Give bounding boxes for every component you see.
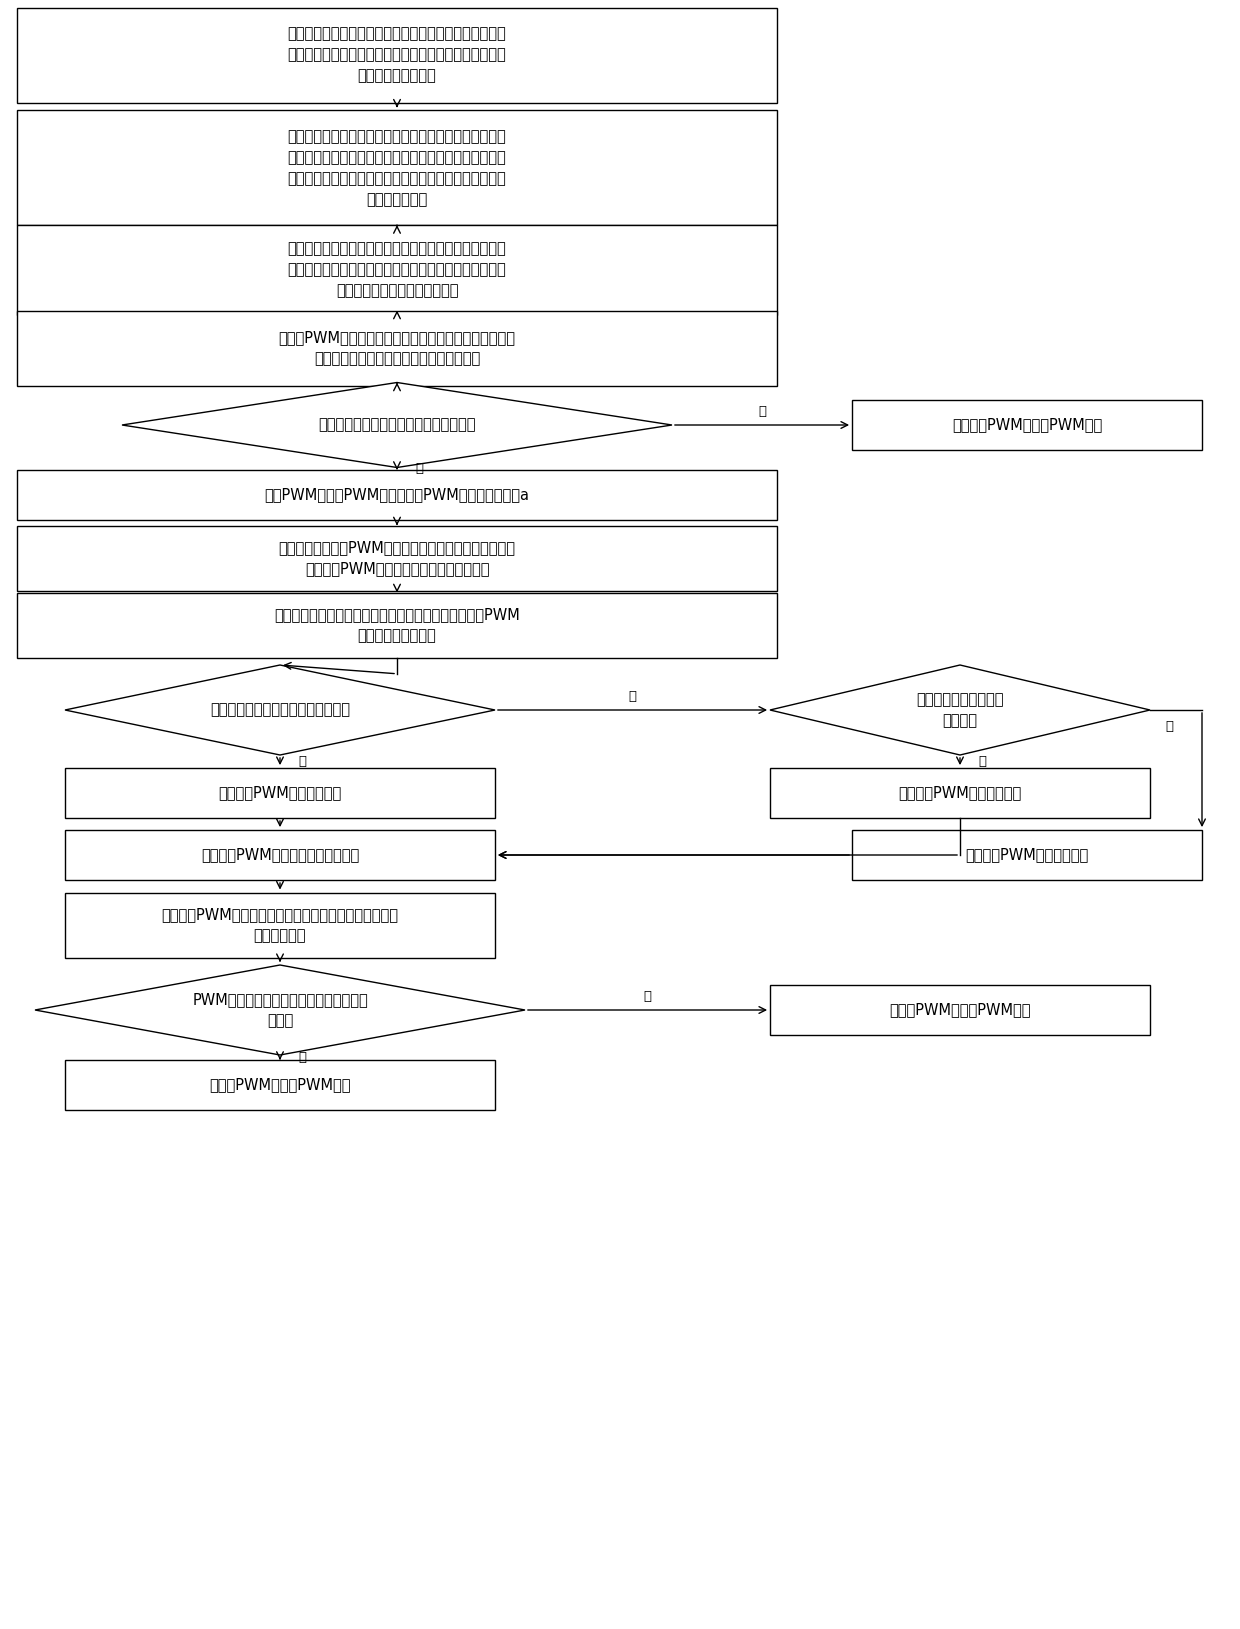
Text: PWM风扇的实时温度数据值小于启动温度
阈值？: PWM风扇的实时温度数据值小于启动温度 阈值？ <box>192 992 368 1028</box>
FancyBboxPatch shape <box>17 111 777 225</box>
Text: 否: 否 <box>644 990 651 1003</box>
Polygon shape <box>35 964 525 1056</box>
FancyBboxPatch shape <box>852 831 1202 880</box>
FancyBboxPatch shape <box>64 767 495 818</box>
Text: 温度差值大于所述第一温度差阈值？: 温度差值大于所述第一温度差阈值？ <box>210 702 350 717</box>
Text: 是: 是 <box>299 754 306 767</box>
Text: 根据温度差值、第一温度差阈值和第二温度差阈值，对PWM
输出的占空比做调整: 根据温度差值、第一温度差阈值和第二温度差阈值，对PWM 输出的占空比做调整 <box>274 608 520 643</box>
Text: 保持该PWM风扇的PWM输出: 保持该PWM风扇的PWM输出 <box>889 1002 1030 1018</box>
Text: 获取所述PWM风扇的实时温度数据值: 获取所述PWM风扇的实时温度数据值 <box>201 847 360 862</box>
Text: 否: 否 <box>629 691 636 704</box>
FancyBboxPatch shape <box>17 526 777 590</box>
Text: 否: 否 <box>758 406 766 419</box>
FancyBboxPatch shape <box>17 471 777 520</box>
FancyBboxPatch shape <box>17 225 777 314</box>
Text: 启动PWM风扇的PWM输出，且令PWM输出的占空比为a: 启动PWM风扇的PWM输出，且令PWM输出的占空比为a <box>264 487 529 502</box>
FancyBboxPatch shape <box>64 1060 495 1109</box>
Text: 关闭该PWM风扇的PWM输出: 关闭该PWM风扇的PWM输出 <box>210 1077 351 1093</box>
Text: 是: 是 <box>978 754 986 767</box>
Polygon shape <box>64 665 495 754</box>
Text: 不予启动PWM风扇的PWM输出: 不予启动PWM风扇的PWM输出 <box>952 417 1102 433</box>
FancyBboxPatch shape <box>852 401 1202 450</box>
Polygon shape <box>770 665 1149 754</box>
Text: 否: 否 <box>1164 720 1173 733</box>
Text: 不予调整PWM输出的占空比: 不予调整PWM输出的占空比 <box>966 847 1089 862</box>
Text: 根据所述PWM风扇的实时温度数据值与所述启动温度阈值
做出判断处理: 根据所述PWM风扇的实时温度数据值与所述启动温度阈值 做出判断处理 <box>161 907 398 943</box>
Polygon shape <box>122 383 672 468</box>
FancyBboxPatch shape <box>770 986 1149 1034</box>
FancyBboxPatch shape <box>17 311 777 386</box>
FancyBboxPatch shape <box>17 8 777 103</box>
FancyBboxPatch shape <box>64 893 495 958</box>
Text: 是: 是 <box>299 1051 306 1064</box>
FancyBboxPatch shape <box>64 831 495 880</box>
Text: 降低所述PWM输出的占空比: 降低所述PWM输出的占空比 <box>898 785 1022 800</box>
Text: 选取所述温度有效值序列内温度有效值的最大值和温度有
效值的最小值，计算所述温度有效值的最大值与所述温度
有效值的最小值之间的温度差值: 选取所述温度有效值序列内温度有效值的最大值和温度有 效值的最小值，计算所述温度有… <box>288 241 506 298</box>
Text: 在充电桩内预设多个温度采集点，且针对各温度采集点分
别采集若干实时温度数据，分别形成对应不同温度采集点
的实时温度数据序列: 在充电桩内预设多个温度采集点，且针对各温度采集点分 别采集若干实时温度数据，分别… <box>288 26 506 83</box>
Text: 温度有效值的最大值大于启动温度阈值？: 温度有效值的最大值大于启动温度阈值？ <box>319 417 476 433</box>
Text: 是: 是 <box>415 463 423 476</box>
FancyBboxPatch shape <box>17 593 777 658</box>
Text: 提高所述PWM输出的占空比: 提高所述PWM输出的占空比 <box>218 785 342 800</box>
Text: 先设定PWM风扇的启动温度阈值，并根据所述温度有效值
的最大值与所述启动温度阈值做出判断处理: 先设定PWM风扇的启动温度阈值，并根据所述温度有效值 的最大值与所述启动温度阈值… <box>279 331 516 367</box>
Text: 温度差值小于第二温度
差阈值？: 温度差值小于第二温度 差阈值？ <box>916 692 1003 728</box>
Text: 预先设定启动提高PWM输出占空比的第一温度差阈值以及
启动降低PWM输出占空比的第二温度差阈值: 预先设定启动提高PWM输出占空比的第一温度差阈值以及 启动降低PWM输出占空比的… <box>279 539 516 577</box>
Text: 分别过滤掉各实时温度数据序列内的实时温度数据最大值
和实时温度数据最小值，计算各实时温度数据序列经过所
述过滤处理后的温度有效值，形成包含所有温度有效值的
温度: 分别过滤掉各实时温度数据序列内的实时温度数据最大值 和实时温度数据最小值，计算各… <box>288 129 506 207</box>
FancyBboxPatch shape <box>770 767 1149 818</box>
